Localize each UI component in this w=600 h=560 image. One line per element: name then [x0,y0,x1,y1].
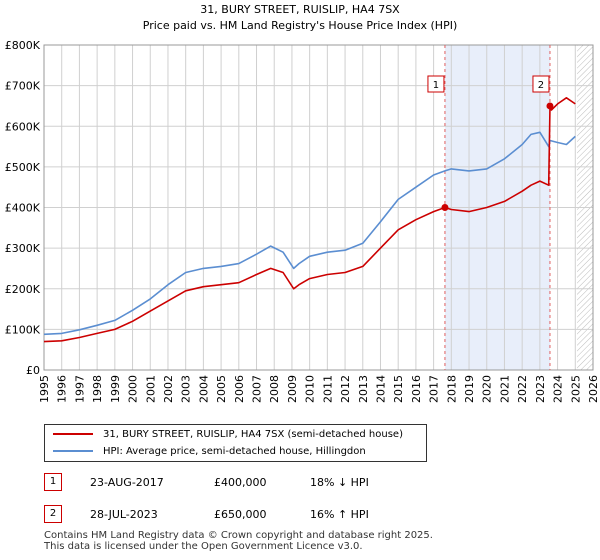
x-tick-label: 2024 [552,375,565,403]
x-tick-label: 1998 [91,375,104,403]
legend-item-property: 31, BURY STREET, RUISLIP, HA4 7SX (semi-… [53,426,403,444]
sale-point [546,102,554,110]
x-tick-label: 2004 [197,375,210,403]
x-tick-label: 2017 [428,375,441,403]
transaction-hpi-diff: 18% ↓ HPI [310,476,369,489]
y-tick-label: £200K [5,283,41,296]
x-tick-label: 2005 [215,375,228,403]
x-tick-label: 2025 [569,375,582,403]
legend-label-property: 31, BURY STREET, RUISLIP, HA4 7SX (semi-… [103,429,403,440]
x-tick-label: 1996 [56,375,69,403]
y-tick-label: £0 [26,364,40,377]
x-tick-label: 2019 [463,375,476,403]
x-tick-label: 2008 [268,375,281,403]
chart-title: 31, BURY STREET, RUISLIP, HA4 7SX [200,3,400,16]
annotation-badge [532,75,550,93]
legend-swatch-red [53,433,93,435]
x-tick-label: 2011 [321,375,334,403]
y-tick-label: £800K [5,39,41,52]
x-tick-label: 2009 [286,375,299,403]
x-tick-label: 2012 [339,375,352,403]
legend-item-hpi: HPI: Average price, semi-detached house,… [53,443,366,461]
transaction-price: £650,000 [214,508,267,521]
y-tick-label: £300K [5,242,41,255]
x-tick-label: 2014 [374,375,387,403]
x-tick-label: 2023 [534,375,547,403]
x-tick-label: 2000 [127,375,140,403]
annotation-label: 2 [538,80,544,91]
transaction-hpi-diff: 16% ↑ HPI [310,508,369,521]
transaction-date: 23-AUG-2017 [90,476,164,489]
x-tick-label: 2001 [144,375,157,403]
transaction-price: £400,000 [214,476,267,489]
y-tick-label: £700K [5,80,41,93]
x-tick-label: 2006 [233,375,246,403]
x-tick-label: 2002 [162,375,175,403]
y-tick-label: £600K [5,120,41,133]
hpi-series-line [43,131,576,336]
x-tick-label: 2015 [392,375,405,403]
x-tick-label: 2003 [180,375,193,403]
transaction-date: 28-JUL-2023 [90,508,158,521]
chart-subtitle: Price paid vs. HM Land Registry's House … [143,19,458,32]
sale-point [441,204,449,211]
y-tick-label: £500K [5,161,41,174]
x-tick-label: 1997 [73,375,86,403]
annotation-badge [427,75,445,93]
transaction-badge: 1 [44,473,62,491]
x-tick-label: 1999 [109,375,122,403]
x-tick-label: 2022 [516,375,529,403]
price-chart: 31, BURY STREET, RUISLIP, HA4 7SX Price … [5,3,600,403]
legend-label-hpi: HPI: Average price, semi-detached house,… [103,446,366,457]
x-tick-label: 2018 [445,375,458,403]
x-tick-label: 2020 [481,375,494,403]
y-tick-label: £400K [5,202,41,215]
transaction-badge: 2 [44,505,62,523]
legend-swatch-blue [53,450,93,452]
x-tick-label: 2013 [357,375,370,403]
property-series-line [43,97,576,343]
x-tick-label: 2016 [410,375,423,403]
y-tick-label: £100K [5,323,41,336]
x-tick-label: 1995 [38,375,51,403]
x-tick-label: 2021 [498,375,511,403]
x-tick-label: 2010 [304,375,317,403]
plot-border [43,44,594,371]
legend: 31, BURY STREET, RUISLIP, HA4 7SX (semi-… [44,424,427,462]
footer-attribution: Contains HM Land Registry data © Crown c… [44,530,584,552]
footer-line-2: This data is licensed under the Open Gov… [44,541,363,552]
x-tick-label: 2026 [587,375,600,403]
footer-line-1: Contains HM Land Registry data © Crown c… [44,530,433,541]
x-tick-label: 2007 [251,375,264,403]
annotation-label: 1 [433,80,439,91]
